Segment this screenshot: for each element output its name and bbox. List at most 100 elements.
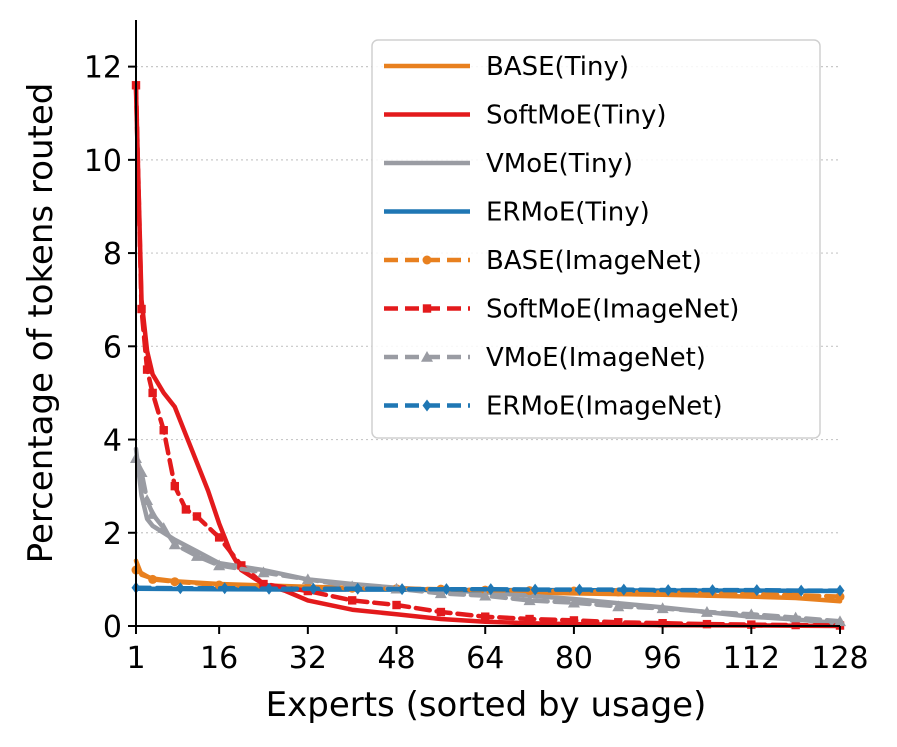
series-marker	[237, 561, 246, 570]
series-marker	[192, 512, 202, 521]
series-marker	[141, 494, 154, 505]
series-marker	[658, 619, 667, 628]
x-tick-label: 32	[289, 641, 327, 676]
legend-entry: SoftMoE(Tiny)	[384, 101, 667, 131]
legend-entry: ERMoE(Tiny)	[384, 198, 650, 228]
series-marker	[220, 582, 230, 595]
series-marker	[422, 255, 432, 265]
series-marker	[259, 579, 268, 589]
series-marker	[213, 559, 226, 571]
legend-label: ERMoE(ImageNet)	[486, 392, 723, 422]
series-marker	[303, 586, 313, 596]
series-marker	[159, 426, 168, 435]
series-marker	[752, 584, 762, 597]
legend-entry: BASE(Tiny)	[384, 52, 629, 82]
y-tick-label: 6	[103, 330, 122, 365]
x-tick-label: 1	[126, 641, 145, 676]
x-axis-label: Experts (sorted by usage)	[266, 685, 707, 725]
series-marker	[168, 538, 181, 550]
series-marker	[347, 596, 357, 605]
series-marker	[436, 607, 446, 617]
series-marker	[614, 618, 623, 627]
x-tick-label: 48	[377, 641, 415, 676]
legend-label: VMoE(ImageNet)	[486, 343, 706, 373]
series-marker	[422, 304, 432, 313]
x-tick-label: 16	[200, 641, 238, 676]
series-marker	[619, 583, 629, 596]
series-marker	[301, 573, 314, 585]
series-marker	[663, 584, 673, 597]
series-layer	[130, 81, 846, 630]
x-tick-label: 96	[644, 641, 682, 676]
legend-entry: SoftMoE(ImageNet)	[384, 295, 739, 325]
y-tick-label: 12	[84, 51, 122, 86]
y-tick-label: 2	[103, 517, 122, 552]
series-vmoe-imagenet	[130, 452, 846, 627]
series-marker	[135, 466, 148, 477]
legend-label: BASE(Tiny)	[486, 52, 629, 82]
series-marker	[708, 584, 718, 597]
series-marker	[181, 505, 191, 514]
series-marker	[835, 592, 845, 602]
x-tick-label: 112	[723, 641, 780, 676]
series-line	[133, 83, 843, 628]
legend: BASE(Tiny) SoftMoE(Tiny) VMoE(Tiny) ERMoE(T…	[371, 39, 821, 439]
series-marker	[422, 399, 432, 412]
series-marker	[434, 587, 447, 599]
series-marker	[264, 582, 274, 595]
series-marker	[146, 508, 159, 519]
series-marker	[567, 596, 580, 608]
series-marker	[702, 619, 712, 629]
series-marker	[569, 616, 579, 625]
legend-entry: VMoE(ImageNet)	[384, 343, 706, 373]
series-marker	[791, 590, 801, 600]
ticks: 0 2 4 6 8 10 12 1 16 32 48 64 80 96 112 128	[84, 51, 869, 676]
series-marker	[747, 620, 756, 629]
series-marker	[574, 583, 584, 596]
series-marker	[257, 566, 270, 578]
series-marker	[525, 614, 534, 624]
series-marker	[190, 550, 203, 561]
legend-label: VMoE(Tiny)	[486, 149, 633, 179]
y-tick-label: 0	[103, 610, 122, 645]
series-marker	[142, 365, 152, 374]
legend-label: SoftMoE(Tiny)	[486, 101, 667, 131]
x-tick-label: 80	[555, 641, 593, 676]
series-marker	[745, 608, 758, 620]
series-marker	[479, 589, 492, 601]
y-tick-label: 8	[103, 237, 122, 272]
series-marker	[700, 606, 713, 617]
legend-entry: ERMoE(ImageNet)	[384, 392, 723, 422]
y-tick-label: 4	[103, 424, 122, 459]
series-marker	[137, 304, 146, 314]
series-marker	[397, 583, 407, 596]
series-marker	[308, 582, 318, 595]
series-marker	[789, 611, 802, 623]
series-marker	[530, 583, 540, 596]
legend-label: ERMoE(Tiny)	[486, 198, 650, 228]
x-tick-label: 64	[466, 641, 504, 676]
series-ermoe-imagenet	[131, 581, 845, 597]
series-marker	[392, 600, 401, 610]
series-marker	[170, 577, 180, 587]
series-marker	[175, 582, 185, 595]
series-marker	[612, 600, 625, 612]
y-tick-label: 10	[84, 144, 122, 179]
series-marker	[148, 574, 158, 584]
series-marker	[170, 481, 180, 491]
legend-entry: VMoE(Tiny)	[384, 149, 633, 179]
legend-entry: BASE(ImageNet)	[384, 246, 702, 276]
series-marker	[421, 351, 433, 362]
series-marker	[835, 584, 845, 597]
series-marker	[486, 583, 496, 596]
series-marker	[481, 612, 490, 621]
x-tick-label: 128	[811, 641, 868, 676]
series-marker	[523, 594, 536, 606]
series-marker	[656, 602, 669, 614]
series-marker	[441, 583, 451, 596]
series-marker	[796, 584, 806, 597]
legend-label: BASE(ImageNet)	[486, 246, 702, 276]
legend-label: SoftMoE(ImageNet)	[486, 295, 739, 325]
series-marker	[214, 533, 224, 542]
